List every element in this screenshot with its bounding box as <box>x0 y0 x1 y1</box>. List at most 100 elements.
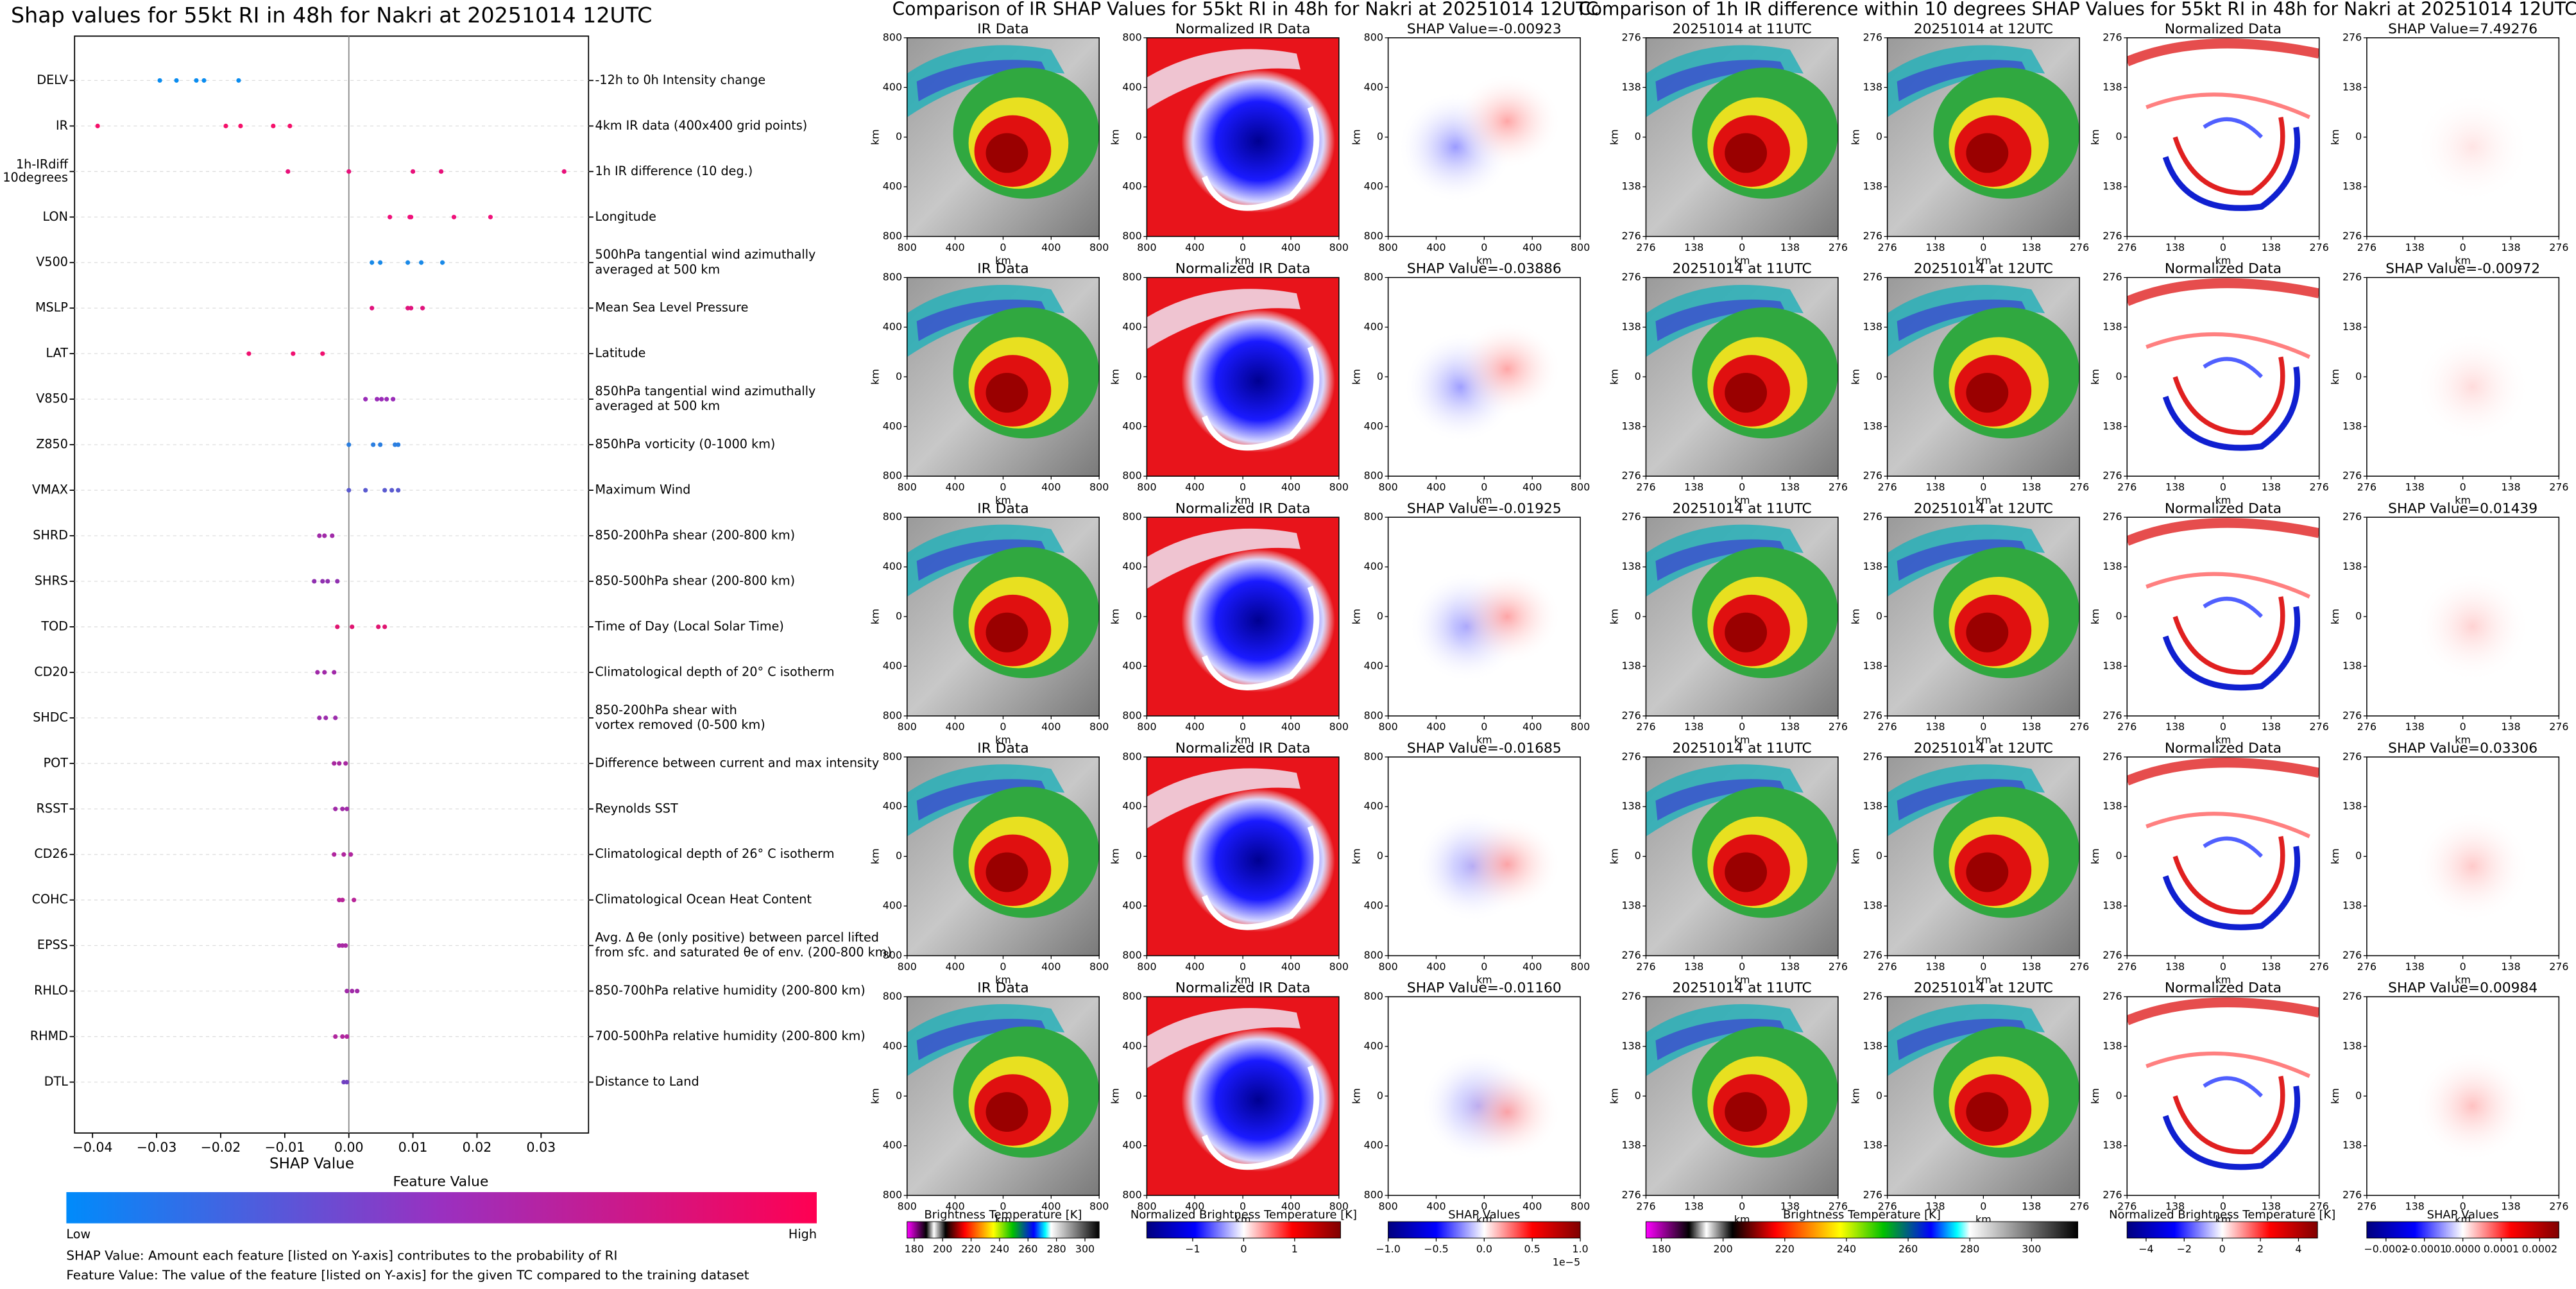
colorbar <box>2366 1221 2559 1239</box>
x-tick-label: 0 <box>2220 721 2226 733</box>
feature-description: 850-500hPa shear (200-800 km) <box>595 573 796 588</box>
panel-image <box>1646 37 1838 237</box>
point <box>322 670 327 675</box>
y-tick-label: 400 <box>883 420 902 432</box>
x-tick-label: 400 <box>1281 481 1301 493</box>
figure-title: Comparison of 1h IR difference within 10… <box>1578 0 2576 19</box>
y-tick-label: 800 <box>883 511 902 523</box>
x-tick-label: 138 <box>1780 1200 1800 1213</box>
y-tick-label: 276 <box>2103 511 2122 523</box>
feature-description: Maximum Wind <box>595 482 691 497</box>
panel-image <box>1388 756 1581 956</box>
x-tick-label: 0 <box>2460 960 2466 973</box>
streak <box>2203 836 2263 858</box>
x-tick-label: −0.01 <box>264 1140 305 1155</box>
swirl <box>1202 825 1320 930</box>
feature-description: 850-200hPa shear (200-800 km) <box>595 528 796 543</box>
panel-title: Normalized IR Data <box>1175 500 1311 516</box>
point <box>341 1079 346 1085</box>
feature-description: Time of Day (Local Solar Time) <box>595 619 784 633</box>
colorbar <box>1645 1221 2079 1239</box>
y-tick-label: MSLP <box>35 300 68 315</box>
y-tick-label: CD26 <box>34 846 68 861</box>
x-tick-label: 400 <box>1041 1200 1061 1213</box>
feature-description: Climatological Ocean Heat Content <box>595 892 812 907</box>
x-tick-label: 400 <box>1426 1200 1446 1213</box>
y-tick-label: 138 <box>1621 560 1641 572</box>
x-tick-label: 0 <box>1240 960 1246 973</box>
y-tick-label: 276 <box>1863 230 1882 242</box>
y-tick-label: 800 <box>883 31 902 43</box>
x-tick-label: 800 <box>1571 960 1590 973</box>
y-tick-label: 0 <box>1635 130 1641 142</box>
blob <box>2414 91 2530 203</box>
y-tick-label: 400 <box>1122 800 1141 812</box>
streak <box>2162 126 2301 211</box>
y-tick-label: 400 <box>1364 660 1383 672</box>
x-tick-label: 0.01 <box>398 1140 428 1155</box>
cloud <box>985 612 1028 653</box>
panel-title: Normalized IR Data <box>1175 980 1311 996</box>
y-tick-label: 138 <box>2103 180 2122 192</box>
y-tick-label: 800 <box>1364 709 1383 721</box>
colorbar-tick-label: 220 <box>961 1243 980 1255</box>
panel-title: Normalized IR Data <box>1175 21 1311 37</box>
y-axis-label: km <box>2329 848 2341 864</box>
colorbar-label: SHAP Values <box>2427 1208 2499 1222</box>
y-tick-label: 276 <box>1621 949 1641 961</box>
image-bg <box>2127 996 2319 1196</box>
y-tick-label: 138 <box>1863 420 1882 432</box>
colorbar-tick-label: −2 <box>2177 1243 2192 1255</box>
x-tick-label: 138 <box>1684 960 1703 973</box>
point <box>271 123 276 128</box>
y-tick-label: 138 <box>2342 660 2362 672</box>
panel-title: SHAP Value=-0.00972 <box>2385 261 2540 277</box>
y-axis-label: km <box>1350 1088 1362 1104</box>
colorbar <box>1388 1221 1581 1239</box>
streak <box>2162 606 2301 691</box>
point <box>411 169 416 174</box>
panel-image <box>2127 517 2319 716</box>
point <box>438 169 444 174</box>
cloud <box>1966 373 2009 413</box>
panel-image <box>1646 277 1838 477</box>
feature-description: 4km IR data (400x400 grid points) <box>595 118 808 133</box>
point <box>335 579 340 584</box>
y-tick-label: 276 <box>2103 470 2122 482</box>
blob <box>1453 816 1562 912</box>
blob <box>1453 321 1562 417</box>
streak <box>2127 518 2319 546</box>
y-tick-label: 400 <box>1122 180 1141 192</box>
y-tick-label: 276 <box>1621 709 1641 721</box>
y-tick-label: 138 <box>2342 560 2362 572</box>
x-tick-label: 400 <box>1041 481 1061 493</box>
y-tick-label: 400 <box>883 900 902 912</box>
streak <box>2172 1075 2285 1155</box>
x-tick-label: 276 <box>2117 481 2137 493</box>
panel-title: 20251014 at 12UTC <box>1914 261 2053 277</box>
panel-title: SHAP Value=0.01439 <box>2388 500 2538 516</box>
x-tick-label: 276 <box>1877 960 1897 973</box>
image-bg <box>2127 517 2319 716</box>
point <box>346 488 352 493</box>
feature-description: Mean Sea Level Pressure <box>595 300 749 315</box>
x-tick-label: 276 <box>2549 1200 2568 1213</box>
streak <box>2162 366 2301 451</box>
panel-title: IR Data <box>977 980 1028 996</box>
x-tick-label: 400 <box>945 481 964 493</box>
panel-title: 20251014 at 11UTC <box>1673 740 1812 756</box>
y-axis-label: km <box>869 369 882 385</box>
x-tick-label: 800 <box>1329 960 1349 973</box>
y-tick-label: 400 <box>1364 800 1383 812</box>
x-tick-label: 400 <box>1426 721 1446 733</box>
x-axis-label: km <box>1235 734 1251 746</box>
streak <box>2172 596 2285 675</box>
x-tick-label: 276 <box>1636 1200 1655 1213</box>
panel-image <box>907 996 1100 1196</box>
y-tick-label: 0 <box>1136 610 1142 622</box>
x-tick-label: 0 <box>2220 481 2226 493</box>
x-axis-label: km <box>2215 734 2231 746</box>
feature-description: vortex removed (0-500 km) <box>595 717 765 732</box>
point <box>345 807 350 812</box>
